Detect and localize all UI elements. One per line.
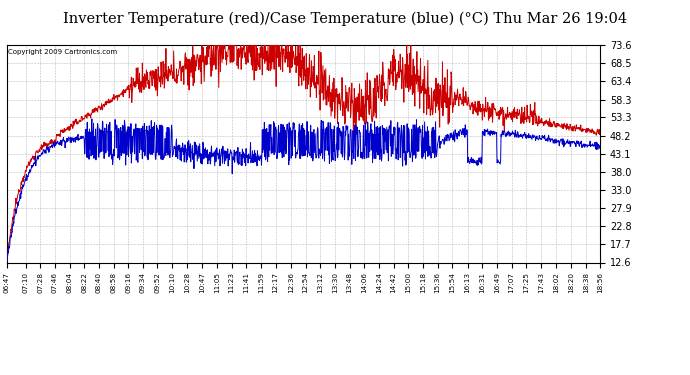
Text: Inverter Temperature (red)/Case Temperature (blue) (°C) Thu Mar 26 19:04: Inverter Temperature (red)/Case Temperat… (63, 11, 627, 26)
Text: Copyright 2009 Cartronics.com: Copyright 2009 Cartronics.com (8, 50, 117, 55)
